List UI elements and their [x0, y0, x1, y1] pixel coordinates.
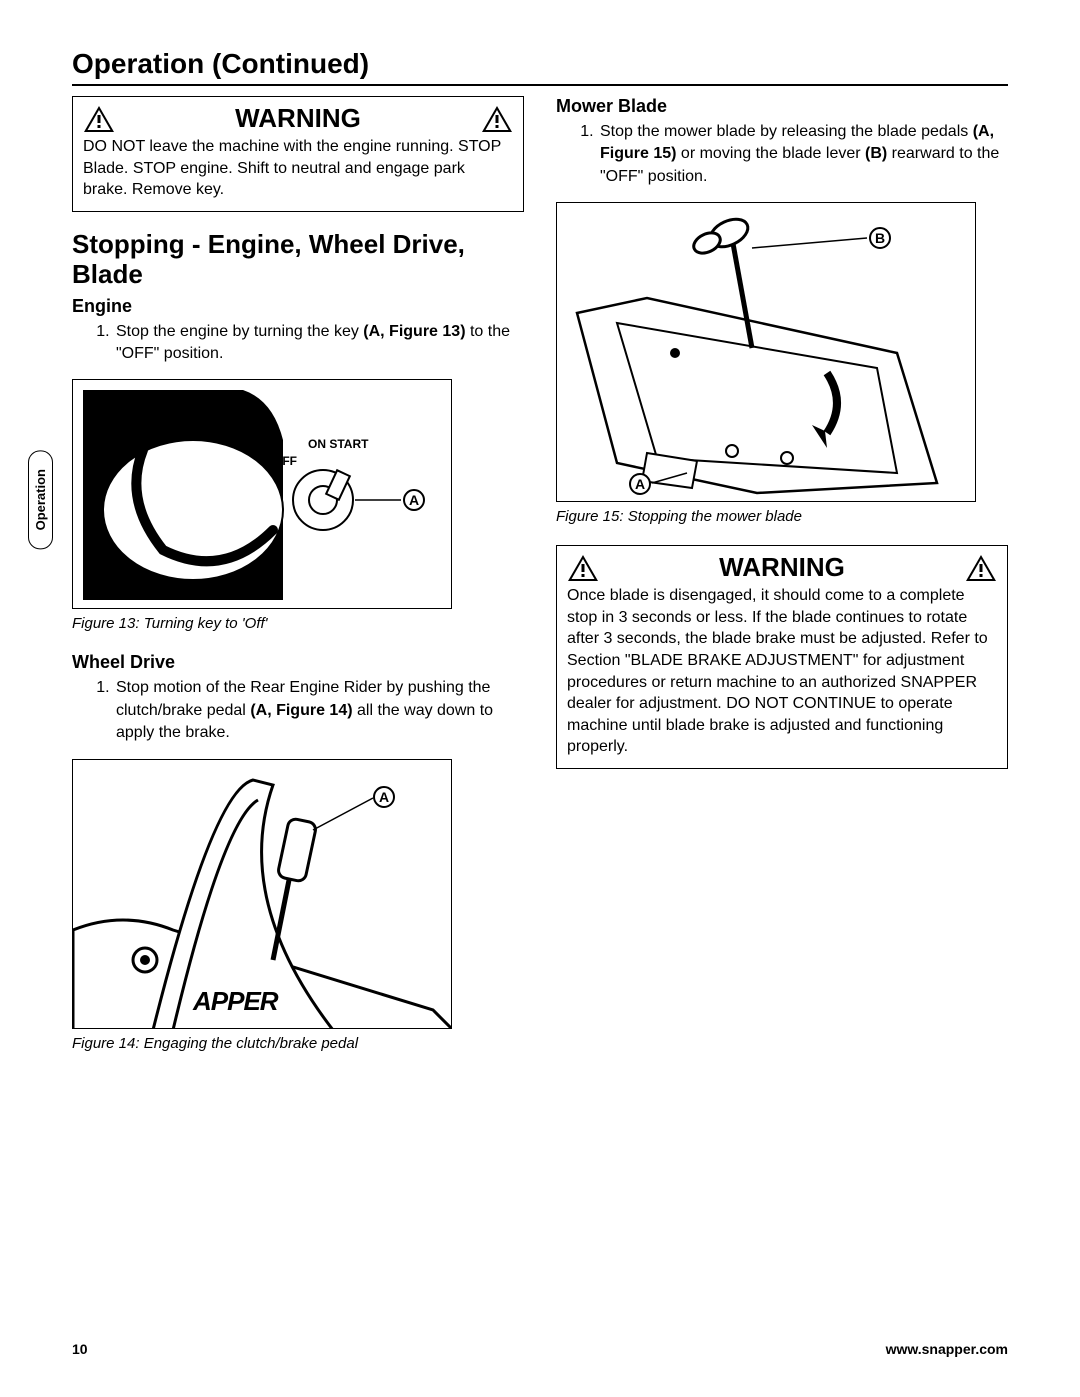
callout-a: A	[373, 786, 395, 808]
side-tab-operation: Operation	[28, 450, 53, 549]
text: Stop the mower blade by releasing the bl…	[600, 123, 973, 140]
page-number: 10	[72, 1341, 88, 1357]
warning-icon	[83, 105, 115, 133]
wheel-step-1: Stop motion of the Rear Engine Rider by …	[114, 677, 524, 744]
warning-body: Once blade is disengaged, it should come…	[567, 585, 997, 758]
warning-box-bottom: WARNING Once blade is disengaged, it sho…	[556, 545, 1008, 769]
warning-icon	[965, 554, 997, 582]
text-bold: (B)	[865, 145, 887, 162]
engine-step-1: Stop the engine by turning the key (A, F…	[114, 321, 524, 366]
warning-title: WARNING	[599, 552, 965, 583]
wheel-steps: Stop motion of the Rear Engine Rider by …	[72, 677, 524, 744]
figure-13-caption: Figure 13: Turning key to 'Off'	[72, 615, 524, 632]
figure-13-svg: OFF ON START	[73, 380, 452, 609]
engine-steps: Stop the engine by turning the key (A, F…	[72, 321, 524, 366]
figure-15-caption: Figure 15: Stopping the mower blade	[556, 508, 1008, 525]
page-title: Operation (Continued)	[72, 48, 1008, 86]
figure-14: APPER A	[72, 759, 452, 1029]
figure-15: B A	[556, 202, 976, 502]
warning-title: WARNING	[115, 103, 481, 134]
left-column: WARNING DO NOT leave the machine with th…	[72, 96, 524, 1072]
figure-13: OFF ON START A	[72, 379, 452, 609]
callout-b: B	[869, 227, 891, 249]
subheading-wheel: Wheel Drive	[72, 652, 524, 673]
footer-url: www.snapper.com	[886, 1341, 1008, 1357]
subheading-engine: Engine	[72, 296, 524, 317]
figure-14-caption: Figure 14: Engaging the clutch/brake ped…	[72, 1035, 524, 1052]
label-off: OFF	[273, 454, 297, 468]
text-bold: (A, Figure 14)	[250, 702, 352, 719]
two-column-layout: WARNING DO NOT leave the machine with th…	[72, 96, 1008, 1072]
blade-steps: Stop the mower blade by releasing the bl…	[556, 121, 1008, 188]
text: Stop the engine by turning the key	[116, 323, 363, 340]
warning-body: DO NOT leave the machine with the engine…	[83, 136, 513, 201]
text: or moving the blade lever	[676, 145, 865, 162]
brand-text: APPER	[192, 986, 279, 1016]
figure-15-svg	[557, 203, 976, 502]
blade-step-1: Stop the mower blade by releasing the bl…	[598, 121, 1008, 188]
page-footer: 10 www.snapper.com	[72, 1341, 1008, 1357]
warning-icon	[567, 554, 599, 582]
subheading-blade: Mower Blade	[556, 96, 1008, 117]
section-heading-stopping: Stopping - Engine, Wheel Drive, Blade	[72, 230, 524, 290]
callout-a: A	[629, 473, 651, 495]
right-column: Mower Blade Stop the mower blade by rele…	[556, 96, 1008, 1072]
warning-box-top: WARNING DO NOT leave the machine with th…	[72, 96, 524, 212]
figure-14-svg: APPER	[73, 760, 452, 1029]
text-bold: (A, Figure 13)	[363, 323, 465, 340]
warning-icon	[481, 105, 513, 133]
label-on-start: ON START	[308, 437, 369, 451]
